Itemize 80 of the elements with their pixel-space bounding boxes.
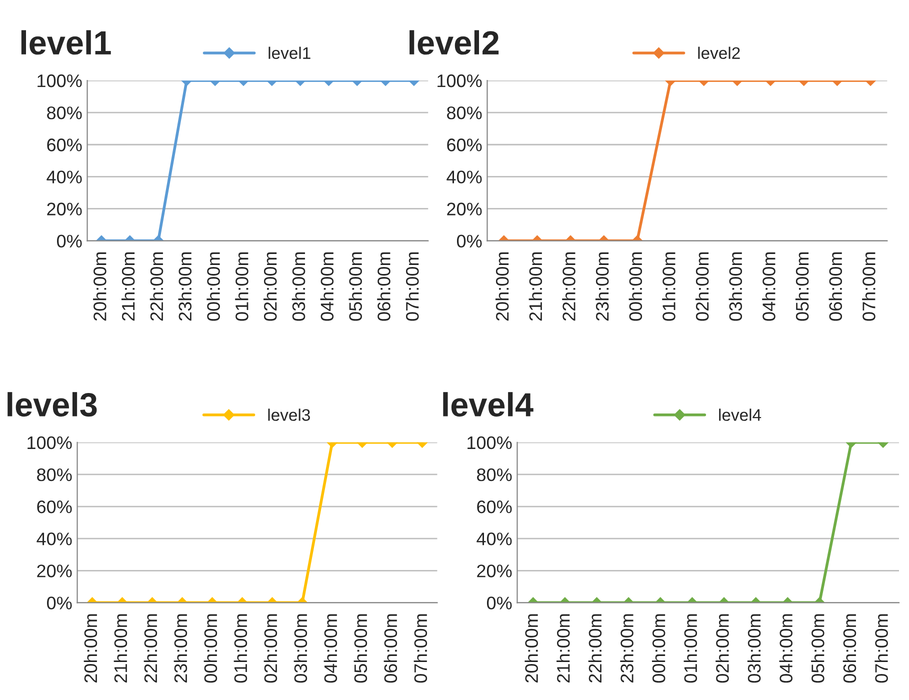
y-tick-label: 40% (476, 532, 512, 546)
y-tick-label: 60% (477, 500, 512, 514)
y-tick-label: 20% (47, 202, 82, 216)
x-tick-label: 06h:00m (384, 614, 398, 683)
x-tick-label: 02h:00m (716, 614, 729, 683)
y-tick-label: 40% (446, 170, 482, 184)
y-tick-label: 80% (447, 106, 482, 120)
y-tick-label: 80% (37, 468, 72, 482)
y-tick-label: 60% (47, 138, 82, 152)
x-tick-label: 00h:00m (206, 252, 220, 321)
x-tick-label: 23h:00m (174, 614, 188, 682)
x-tick-label: 23h:00m (595, 252, 609, 321)
chart-title: level1 (21, 30, 111, 55)
y-tick-label: 100% (38, 74, 82, 88)
legend-label: level3 (268, 408, 310, 421)
x-tick-label: 00h:00m (652, 614, 666, 683)
y-tick-label: 60% (447, 138, 482, 152)
y-tick-label: 100% (468, 436, 512, 450)
x-tick-label: 21h:00m (528, 252, 542, 321)
x-tick-label: 02h:00m (695, 252, 709, 321)
x-tick-label: 22h:00m (150, 252, 164, 321)
y-tick-label: 80% (477, 468, 512, 482)
y-tick-label: 0% (486, 596, 512, 610)
x-tick-label: 23h:00m (620, 614, 634, 682)
x-tick-label: 05h:00m (348, 252, 362, 321)
x-tick-label: 04h:00m (324, 614, 338, 683)
x-tick-label: 07h:00m (406, 252, 419, 321)
y-tick-label: 0% (456, 234, 482, 248)
y-tick-label: 0% (57, 234, 82, 248)
x-tick-label: 07h:00m (414, 614, 428, 683)
x-tick-label: 03h:00m (728, 252, 742, 321)
legend-label: level4 (719, 408, 762, 421)
x-tick-label: 05h:00m (795, 252, 809, 321)
y-tick-label: 20% (37, 564, 72, 578)
y-tick-label: 20% (447, 202, 482, 216)
x-tick-label: 20h:00m (495, 252, 509, 321)
x-tick-label: 07h:00m (862, 252, 876, 321)
x-tick-label: 20h:00m (84, 614, 98, 682)
x-tick-label: 00h:00m (628, 252, 642, 321)
x-tick-label: 02h:00m (263, 252, 277, 321)
y-tick-label: 40% (36, 532, 72, 546)
x-tick-label: 20h:00m (524, 614, 538, 682)
x-tick-label: 03h:00m (747, 614, 761, 683)
x-tick-label: 01h:00m (662, 252, 676, 321)
y-tick-label: 40% (46, 170, 82, 184)
x-tick-label: 04h:00m (779, 614, 792, 683)
legend-label: level1 (268, 46, 310, 59)
chart-title: level3 (8, 392, 97, 417)
x-tick-label: 07h:00m (874, 614, 888, 683)
x-tick-label: 20h:00m (93, 252, 106, 321)
x-tick-label: 01h:00m (235, 252, 248, 321)
chart-title: level2 (410, 30, 499, 55)
x-tick-label: 21h:00m (121, 252, 135, 321)
x-tick-label: 21h:00m (556, 614, 570, 682)
x-tick-label: 00h:00m (204, 614, 218, 683)
chart-title: level4 (443, 392, 534, 417)
x-tick-label: 03h:00m (292, 252, 306, 321)
x-tick-label: 01h:00m (234, 614, 248, 683)
y-tick-label: 100% (438, 74, 482, 88)
x-tick-label: 22h:00m (588, 614, 602, 682)
x-tick-label: 01h:00m (684, 614, 698, 683)
x-tick-label: 06h:00m (842, 614, 856, 683)
x-tick-label: 23h:00m (178, 252, 192, 321)
y-tick-label: 60% (37, 500, 72, 514)
y-tick-label: 100% (28, 436, 72, 450)
x-tick-label: 05h:00m (354, 614, 368, 683)
x-tick-label: 04h:00m (762, 252, 776, 321)
x-tick-label: 21h:00m (114, 614, 128, 682)
x-tick-label: 22h:00m (562, 252, 576, 321)
x-tick-label: 04h:00m (320, 252, 334, 321)
x-tick-label: 06h:00m (377, 252, 390, 321)
x-tick-label: 03h:00m (294, 614, 308, 683)
legend-label: level2 (698, 46, 740, 59)
y-tick-label: 0% (47, 596, 72, 610)
x-tick-label: 05h:00m (811, 614, 824, 683)
y-tick-label: 80% (47, 106, 82, 120)
x-tick-label: 06h:00m (828, 252, 842, 321)
x-tick-label: 02h:00m (264, 614, 278, 683)
y-tick-label: 20% (477, 564, 512, 578)
x-tick-label: 22h:00m (144, 614, 158, 682)
